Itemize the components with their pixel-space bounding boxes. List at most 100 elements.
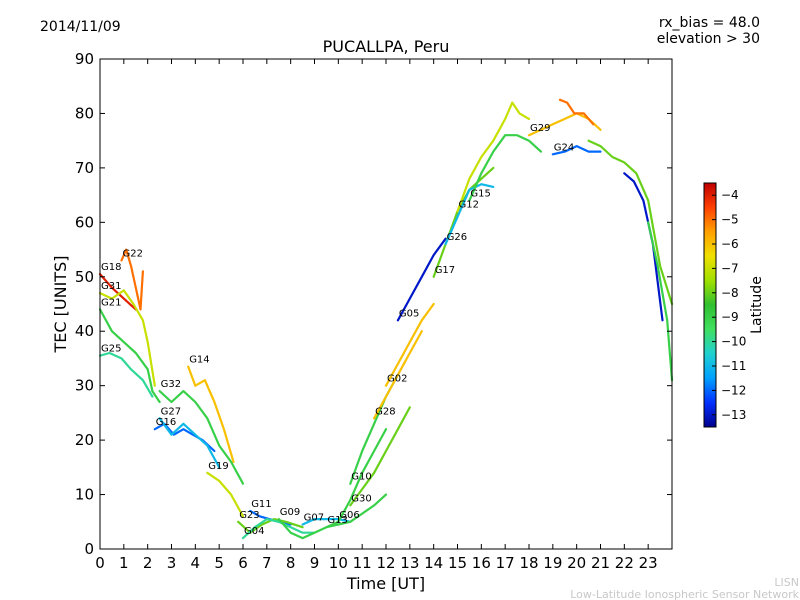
series-line-g04 — [241, 517, 316, 540]
y-tick-label: 30 — [75, 377, 94, 395]
series-label-g26: G26 — [447, 232, 467, 243]
series-lines — [98, 98, 674, 540]
series-line-g26 — [444, 183, 495, 246]
series-label-g11: G11 — [251, 499, 271, 510]
x-axis-ticks: 0 1 2 3 4 5 6 7 8 9 10 11 12 13 14 15 16 17 18 19 20 21 22 23 — [95, 59, 658, 572]
series-label-g09: G09 — [280, 507, 300, 518]
x-tick-label: 5 — [214, 554, 224, 572]
series-label-g29: G29 — [530, 123, 550, 134]
colorbar-tick-label: −6 — [721, 237, 739, 251]
y-axis-label: TEC [UNITS] — [51, 256, 70, 354]
series-label-g16: G16 — [156, 417, 176, 428]
x-tick-label: 1 — [119, 554, 129, 572]
series-line-g32 — [158, 390, 245, 485]
series-label-g22: G22 — [123, 248, 143, 259]
x-tick-label: 7 — [262, 554, 272, 572]
y-tick-label: 70 — [75, 159, 94, 177]
date-label: 2014/11/09 — [40, 19, 121, 35]
y-tick-label: 20 — [75, 431, 94, 449]
colorbar-label: Latitude — [749, 276, 765, 334]
series-line-unlabeled-31 — [647, 221, 674, 382]
series-label-g14: G14 — [189, 355, 209, 366]
series-line-g13 — [325, 493, 388, 529]
series-label-g21: G21 — [101, 297, 121, 308]
rx-bias-label: rx_bias = 48.0 — [659, 15, 760, 31]
y-axis-ticks: 0 10 20 30 40 50 60 70 80 90 — [75, 50, 672, 558]
series-line-g05 — [396, 237, 447, 322]
x-tick-label: 9 — [310, 554, 320, 572]
x-tick-label: 20 — [567, 554, 586, 572]
colorbar-tick-label: −11 — [721, 359, 746, 373]
x-tick-label: 23 — [639, 554, 658, 572]
series-label-g27: G27 — [161, 406, 181, 417]
x-tick-label: 17 — [496, 554, 515, 572]
y-tick-label: 10 — [75, 486, 94, 504]
series-label-g28: G28 — [375, 406, 395, 417]
colorbar-tick-label: −7 — [721, 261, 739, 275]
series-label-g19: G19 — [208, 461, 228, 472]
footer-lisn: LISN — [774, 576, 799, 589]
colorbar-tick-label: −5 — [721, 213, 739, 227]
y-tick-label: 0 — [84, 540, 94, 558]
x-tick-label: 6 — [238, 554, 248, 572]
series-line-g07 — [301, 517, 352, 526]
x-tick-label: 16 — [472, 554, 491, 572]
x-tick-label: 12 — [376, 554, 395, 572]
series-line-g02 — [384, 302, 435, 387]
series-label-g10: G10 — [351, 472, 371, 483]
x-tick-label: 15 — [448, 554, 467, 572]
series-line-g21 — [98, 308, 161, 404]
series-label-g04: G04 — [244, 526, 264, 537]
series-line-g27 — [158, 417, 221, 469]
series-line-g15 — [468, 134, 543, 202]
series-label-g15: G15 — [470, 189, 490, 200]
colorbar-tick-label: −13 — [721, 408, 746, 422]
series-line-g17 — [432, 166, 495, 278]
series-line-unlabeled-29 — [587, 139, 674, 306]
x-tick-label: 13 — [400, 554, 419, 572]
x-tick-label: 3 — [167, 554, 177, 572]
series-line-g10 — [349, 373, 399, 485]
series-label-g05: G05 — [399, 308, 419, 319]
series-line-unlabeled-30 — [623, 172, 664, 322]
footer-network: Low-Latitude Ionospheric Sensor Network — [570, 588, 799, 600]
elevation-label: elevation > 30 — [657, 31, 760, 47]
series-label-g30: G30 — [351, 493, 371, 504]
series-label-g02: G02 — [387, 374, 407, 385]
series-label-g25: G25 — [101, 344, 121, 355]
series-label-g17: G17 — [435, 265, 455, 276]
colorbar-ticks: −4 −5 −6 −7 −8 −9 −10 −11 −12 −13 — [712, 188, 746, 422]
series-line-g28 — [373, 330, 423, 420]
x-tick-label: 21 — [591, 554, 610, 572]
x-tick-label: 2 — [143, 554, 153, 572]
x-tick-label: 11 — [353, 554, 372, 572]
colorbar-tick-label: −10 — [721, 335, 746, 349]
series-label-g12: G12 — [459, 199, 479, 210]
chart-title: PUCALLPA, Peru — [323, 37, 450, 56]
series-line-g19 — [206, 471, 245, 518]
series-label-g07: G07 — [304, 513, 324, 524]
series-label-g18: G18 — [101, 262, 121, 273]
series-line-g06 — [337, 428, 388, 523]
x-tick-label: 18 — [519, 554, 538, 572]
colorbar-tick-label: −8 — [721, 286, 739, 300]
series-line-g25 — [98, 351, 154, 398]
x-tick-label: 14 — [424, 554, 443, 572]
series-label-g31: G31 — [101, 281, 121, 292]
series-line-g23 — [237, 517, 304, 534]
y-tick-label: 40 — [75, 322, 94, 340]
series-label-g24: G24 — [554, 142, 574, 153]
plot-area — [99, 58, 673, 550]
series-line-g18 — [98, 273, 137, 311]
series-line-g22 — [120, 248, 144, 311]
colorbar-tick-label: −4 — [721, 188, 739, 202]
series-label-g32: G32 — [161, 379, 181, 390]
x-tick-label: 10 — [329, 554, 348, 572]
series-line-unlabeled-28 — [558, 98, 595, 126]
series-label-g23: G23 — [239, 510, 259, 521]
series-line-g12 — [456, 101, 531, 213]
colorbar-tick-label: −12 — [721, 383, 746, 397]
x-tick-label: 0 — [95, 554, 105, 572]
x-tick-label: 22 — [615, 554, 634, 572]
